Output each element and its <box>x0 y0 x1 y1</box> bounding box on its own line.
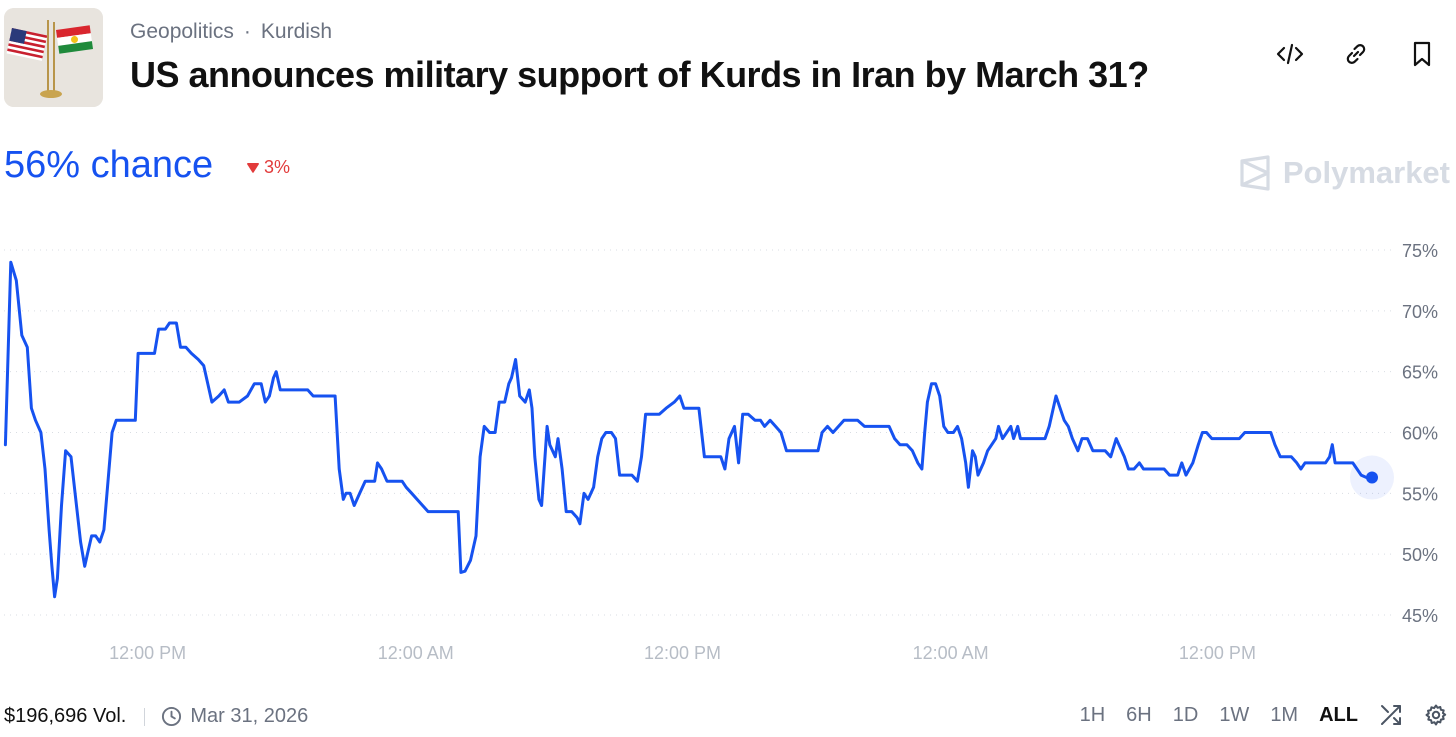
footer-divider <box>144 707 146 726</box>
current-point <box>1366 471 1378 484</box>
volume-value: $196,696 Vol. <box>4 705 127 727</box>
change-value: 3% <box>264 157 291 177</box>
breadcrumb-separator: · <box>243 20 251 43</box>
chance-value: 56% chance <box>4 144 214 186</box>
y-axis-labels: 75% 70% 65% 60% 55% 50% 45% <box>1402 241 1438 626</box>
y-tick-label: 45% <box>1402 606 1438 626</box>
breadcrumb: Geopolitics · Kurdish <box>130 20 332 44</box>
range-1m[interactable]: 1M <box>1270 703 1299 726</box>
series-line <box>3 260 1374 599</box>
clock-icon <box>162 706 182 727</box>
range-all[interactable]: ALL <box>1319 703 1358 726</box>
y-tick-label: 55% <box>1402 484 1438 504</box>
range-1d[interactable]: 1D <box>1172 703 1199 726</box>
brand-name: Polymarket <box>1282 155 1450 190</box>
market-title: US announces military support of Kurds i… <box>130 54 1149 95</box>
y-tick-label: 60% <box>1402 424 1438 444</box>
shuffle-button[interactable] <box>1379 703 1403 727</box>
triangle-down-icon <box>247 162 259 173</box>
copy-link-button[interactable] <box>1342 40 1370 68</box>
embed-button[interactable] <box>1276 40 1304 68</box>
y-tick-label: 75% <box>1402 241 1438 261</box>
us-and-kurdistan-flags-icon <box>4 8 103 107</box>
range-6h[interactable]: 6H <box>1126 703 1152 726</box>
gear-icon <box>1425 704 1447 726</box>
code-icon <box>1276 43 1304 65</box>
market-stats: $196,696 Vol. Mar 31, 2026 <box>4 705 308 728</box>
chart-settings-button[interactable] <box>1424 703 1448 727</box>
x-tick-label: 12:00 AM <box>378 643 454 663</box>
breadcrumb-subcategory[interactable]: Kurdish <box>260 20 333 43</box>
time-range-selector: 1H 6H 1D 1W 1M ALL <box>1080 703 1448 727</box>
y-tick-label: 65% <box>1402 363 1438 383</box>
header-actions <box>1276 40 1436 68</box>
end-date: Mar 31, 2026 <box>161 705 308 728</box>
polymarket-logo: Polymarket <box>1239 155 1450 191</box>
polymarket-mark-icon <box>1240 155 1270 191</box>
y-tick-label: 50% <box>1402 545 1438 565</box>
range-1h[interactable]: 1H <box>1079 703 1106 726</box>
probability-chart[interactable]: 75%70%65%60%55%50%45% 12:00 PM 12:00 AM 12… <box>0 200 1456 670</box>
range-1w[interactable]: 1W <box>1219 703 1250 726</box>
shuffle-icon <box>1381 705 1401 725</box>
bookmark-icon <box>1413 41 1431 67</box>
x-tick-label: 12:00 PM <box>644 643 721 663</box>
x-tick-label: 12:00 PM <box>109 643 186 663</box>
x-tick-label: 12:00 PM <box>1179 643 1256 663</box>
breadcrumb-category[interactable]: Geopolitics <box>130 20 234 43</box>
y-tick-label: 70% <box>1402 302 1438 322</box>
chart-gridlines <box>4 249 1394 616</box>
end-date-value: Mar 31, 2026 <box>190 705 309 727</box>
x-tick-label: 12:00 AM <box>913 643 989 663</box>
x-axis-labels: 12:00 PM 12:00 AM 12:00 PM 12:00 AM 12:00 PM <box>109 643 1256 663</box>
change-indicator: 3% <box>246 157 290 178</box>
bookmark-button[interactable] <box>1408 40 1436 68</box>
link-icon <box>1346 44 1366 64</box>
market-thumbnail <box>4 8 103 107</box>
